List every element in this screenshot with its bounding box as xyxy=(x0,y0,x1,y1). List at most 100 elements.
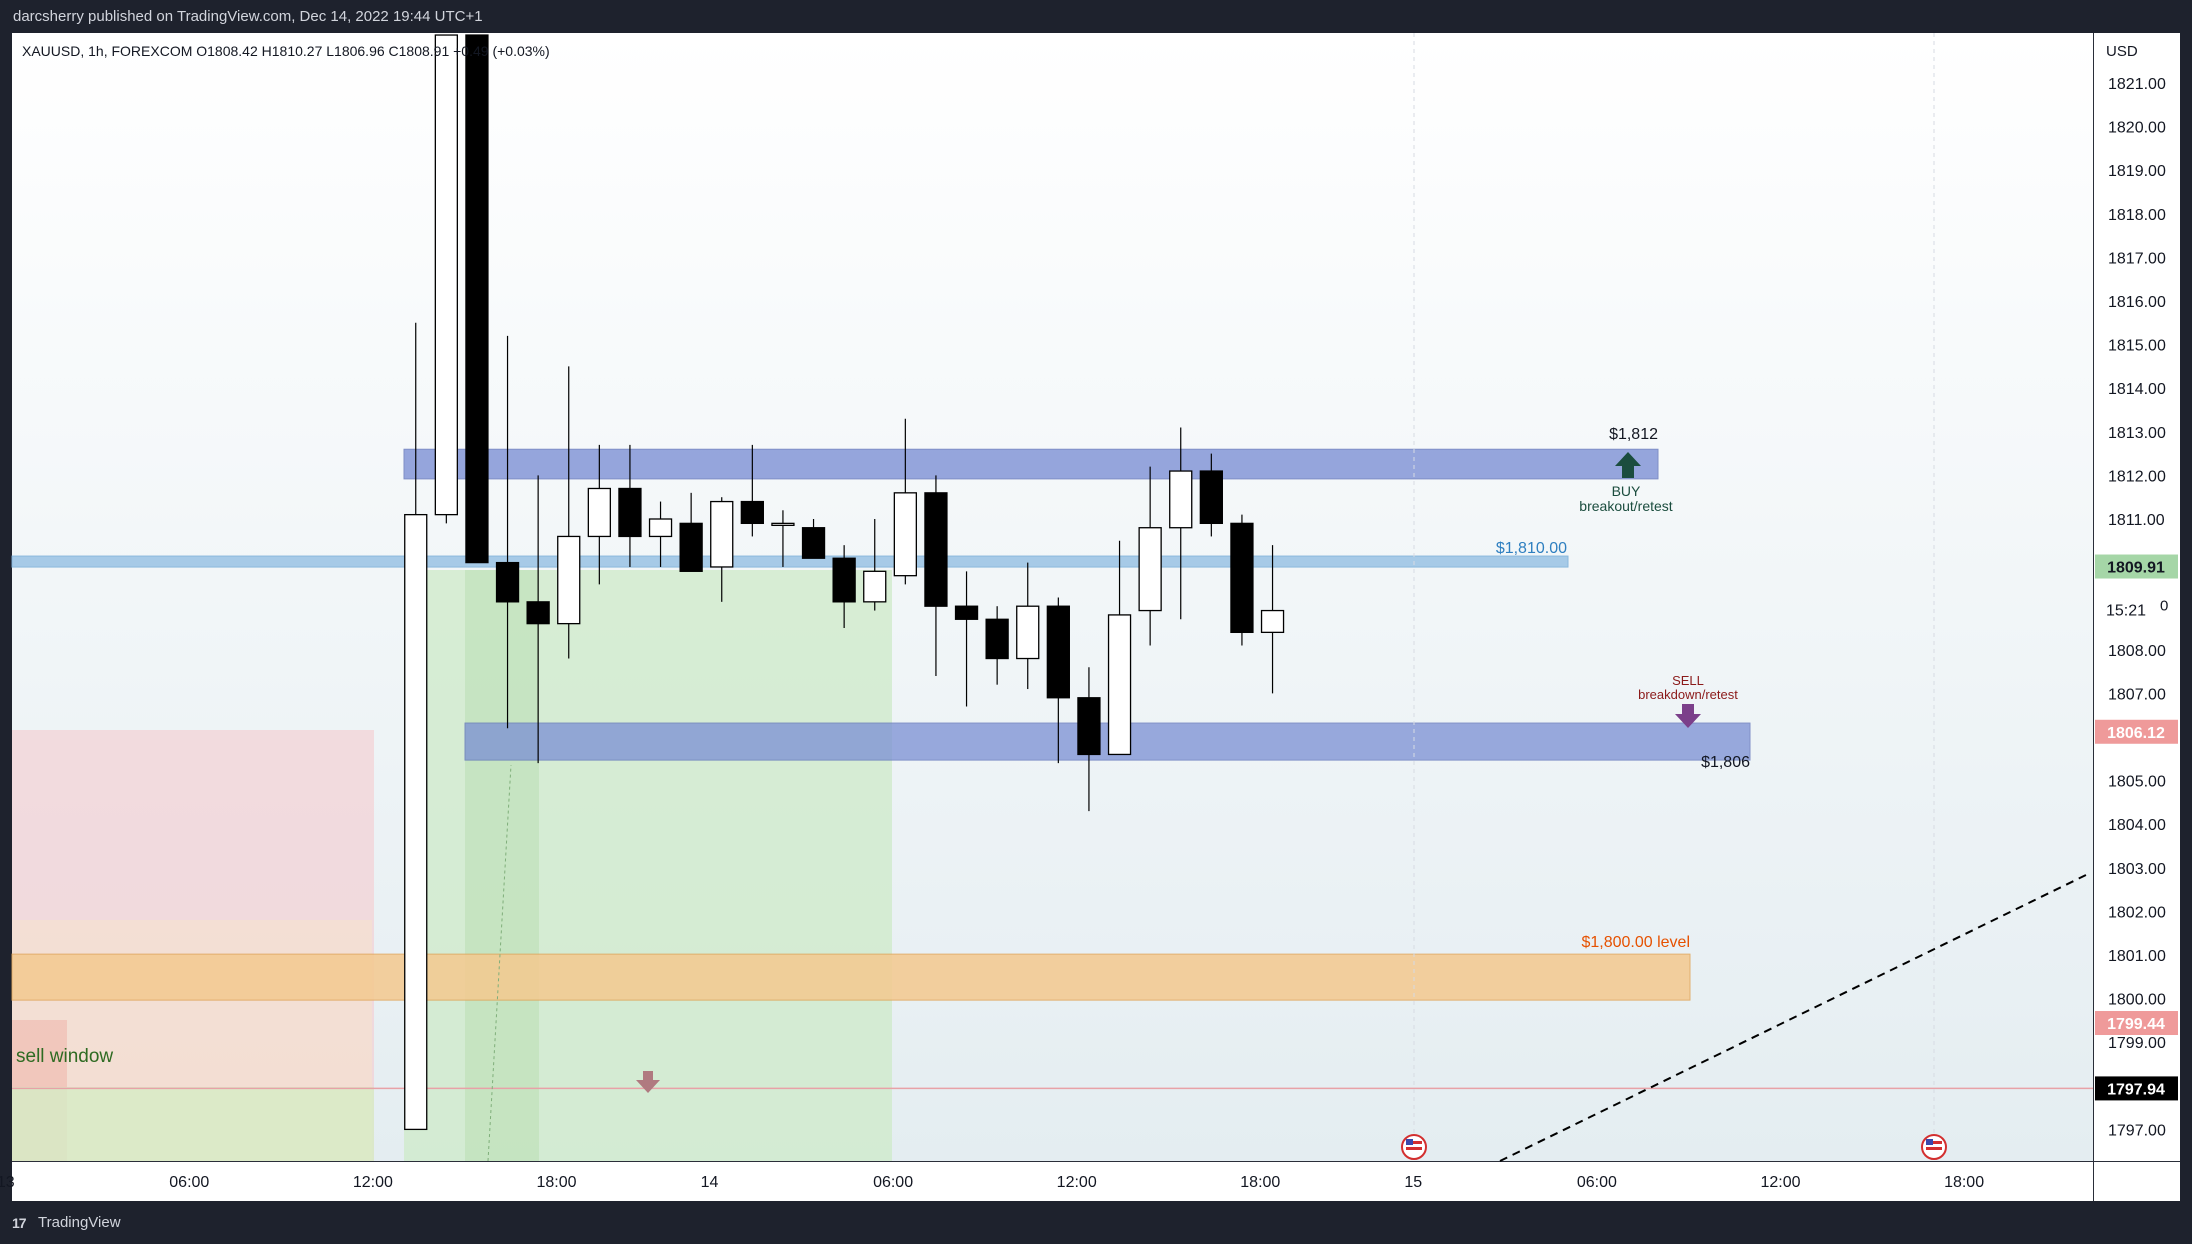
countdown-bg xyxy=(2095,597,2178,622)
price-tick-label: 1817.00 xyxy=(2108,250,2166,267)
sell-sublabel: breakdown/retest xyxy=(1638,687,1738,702)
green-base-zone xyxy=(12,1087,374,1161)
countdown-label: 15:21 xyxy=(2106,603,2146,620)
candle-body-bullish xyxy=(771,522,795,527)
down-arrow-marker-icon xyxy=(636,1071,660,1093)
buy-window-inner-zone xyxy=(465,570,539,1161)
price-tick-label: 1819.00 xyxy=(2108,163,2166,180)
candle xyxy=(1260,545,1285,694)
price-tick-label: 1821.00 xyxy=(2108,76,2166,93)
time-tick-label: 18:00 xyxy=(1944,1174,1984,1191)
candle-body-bullish xyxy=(893,492,917,577)
price-tick-label: 1814.00 xyxy=(2108,381,2166,398)
candle-body-bearish xyxy=(1199,470,1223,525)
publisher-bar: darcsherry published on TradingView.com,… xyxy=(0,0,2192,33)
buy-arrow-icon xyxy=(1615,452,1641,478)
price-chart[interactable]: $1,812$1,810.00$1,806$1,800.00 levelBUYb… xyxy=(0,0,2192,1201)
candle-body-bearish xyxy=(465,34,489,564)
sell-arrow-icon xyxy=(1675,704,1701,728)
time-tick-label: 06:00 xyxy=(873,1174,913,1191)
candle xyxy=(434,34,458,524)
price-tick-label: 1808.00 xyxy=(2108,643,2166,660)
candle-body-bullish xyxy=(1169,470,1193,529)
time-axis: 13 06:00 12:00 18:00 14 06:00 12:00 18:00 15 06:0… xyxy=(0,1174,1984,1191)
candle xyxy=(893,418,917,585)
candle-body-bearish xyxy=(1230,522,1254,634)
price-tick-label: 1797.00 xyxy=(2108,1122,2166,1139)
price-axis-bg xyxy=(2093,33,2180,1161)
candle xyxy=(1230,514,1254,646)
candle xyxy=(1169,427,1193,620)
candle xyxy=(985,606,1009,685)
price-tick-label: 1811.00 xyxy=(2108,512,2165,529)
price-badge-label: 1799.44 xyxy=(2107,1016,2165,1033)
level-label-1810: $1,810.00 xyxy=(1496,540,1567,557)
footer-bar: 17 TradingView xyxy=(0,1201,2192,1244)
dashed-trend-line xyxy=(1499,874,2087,1162)
support-zone-1806 xyxy=(464,722,1751,761)
candle-body-bearish xyxy=(801,527,826,559)
candle-body-bearish xyxy=(985,618,1009,660)
candle-body-bearish xyxy=(679,522,703,572)
candle xyxy=(557,366,581,659)
candle xyxy=(1077,667,1101,812)
candle xyxy=(924,475,948,676)
buy-sublabel: breakout/retest xyxy=(1579,498,1672,514)
candle xyxy=(1107,540,1132,756)
time-tick-label: 14 xyxy=(701,1174,719,1191)
price-badge-label: 1809.91 xyxy=(2107,560,2165,577)
countdown-extra: 0 xyxy=(2160,598,2168,615)
candle-body-bullish xyxy=(587,487,611,538)
candle xyxy=(832,545,856,628)
candle-body-bullish xyxy=(434,34,458,516)
time-axis-bg xyxy=(12,1161,2180,1201)
price-tick-label: 1799.00 xyxy=(2108,1035,2166,1052)
price-tick-label: 1804.00 xyxy=(2108,817,2166,834)
tradingview-logo-icon: 17 xyxy=(12,1215,27,1231)
candle-body-bullish xyxy=(557,535,581,625)
time-tick-label: 18:00 xyxy=(536,1174,576,1191)
resistance-zone-1812 xyxy=(403,448,1659,480)
price-tick-label: 1805.00 xyxy=(2108,774,2166,791)
candle xyxy=(618,444,642,567)
level-band-1810 xyxy=(11,555,1569,568)
publisher-text: darcsherry published on TradingView.com,… xyxy=(13,8,483,25)
candle xyxy=(710,497,734,602)
candle xyxy=(1199,453,1223,537)
candle xyxy=(465,34,489,564)
candle-body-bullish xyxy=(648,518,673,538)
price-tick-label: 1812.00 xyxy=(2108,468,2166,485)
candle xyxy=(495,335,520,729)
price-tick-label: 1800.00 xyxy=(2108,992,2166,1009)
price-tick-label: 1815.00 xyxy=(2108,338,2166,355)
candle xyxy=(740,444,764,537)
candle-body-bullish xyxy=(404,513,428,1131)
price-badge: 1806.12 xyxy=(2095,719,2178,744)
sell-label: SELL xyxy=(1672,673,1704,688)
candle xyxy=(587,444,611,585)
candle-body-bearish xyxy=(1077,697,1101,756)
level-label-1800: $1,800.00 level xyxy=(1581,934,1690,951)
sell-window-label: sell window xyxy=(16,1046,113,1067)
candle-body-bearish xyxy=(924,492,948,607)
candle-body-bullish xyxy=(1138,527,1162,612)
price-tick-label: 1818.00 xyxy=(2108,207,2166,224)
price-tick-label: 1807.00 xyxy=(2108,686,2166,703)
level-label-1812: $1,812 xyxy=(1609,426,1658,443)
candle-body-bullish xyxy=(863,570,887,603)
buy-label: BUY xyxy=(1612,483,1641,499)
time-tick-label: 06:00 xyxy=(169,1174,209,1191)
candle xyxy=(404,322,428,1131)
candle xyxy=(801,519,826,559)
candle xyxy=(1138,466,1162,646)
candle-body-bullish xyxy=(1016,605,1040,660)
price-tick-label: 1802.00 xyxy=(2108,904,2166,921)
price-tick-label: 1803.00 xyxy=(2108,861,2166,878)
level-label-1806: $1,806 xyxy=(1701,754,1750,771)
candle-body-bullish xyxy=(1260,609,1285,634)
level-zone-1800 xyxy=(11,953,1691,1001)
price-tick-label: 1801.00 xyxy=(2108,948,2166,965)
candle-body-bullish xyxy=(710,500,734,568)
price-tick-label: 1813.00 xyxy=(2108,425,2166,442)
price-badge: 1797.94 xyxy=(2095,1076,2178,1101)
